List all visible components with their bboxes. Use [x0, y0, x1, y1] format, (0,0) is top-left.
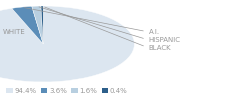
- Text: A.I.: A.I.: [24, 8, 160, 35]
- Wedge shape: [0, 6, 134, 82]
- Wedge shape: [12, 6, 43, 44]
- Wedge shape: [32, 6, 43, 44]
- Text: HISPANIC: HISPANIC: [39, 7, 181, 43]
- Legend: 94.4%, 3.6%, 1.6%, 0.4%: 94.4%, 3.6%, 1.6%, 0.4%: [3, 85, 131, 96]
- Text: BLACK: BLACK: [45, 7, 171, 51]
- Wedge shape: [41, 6, 43, 44]
- Text: WHITE: WHITE: [0, 29, 25, 40]
